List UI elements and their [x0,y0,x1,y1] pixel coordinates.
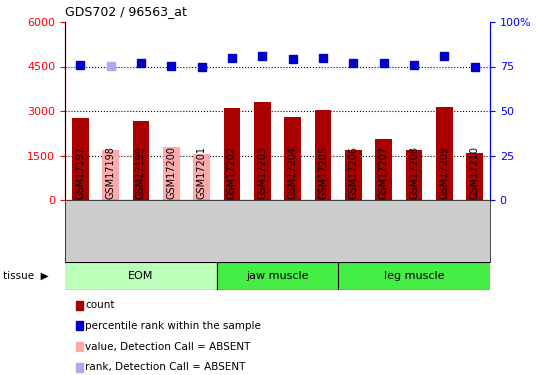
Bar [193,154,210,200]
Text: percentile rank within the sample: percentile rank within the sample [86,321,261,331]
Text: value, Detection Call = ABSENT: value, Detection Call = ABSENT [86,342,251,352]
Text: leg muscle: leg muscle [384,271,444,281]
Bar [315,110,331,200]
Bar [254,102,271,200]
Bar [466,153,483,200]
Text: rank, Detection Call = ABSENT: rank, Detection Call = ABSENT [86,362,246,372]
Bar [284,117,301,200]
Bar [406,150,422,200]
Text: GDS702 / 96563_at: GDS702 / 96563_at [65,5,187,18]
Bar [345,150,362,200]
Bar [102,150,119,200]
Bar [338,262,490,290]
Bar [436,106,453,200]
Bar [132,122,149,200]
Bar [217,262,338,290]
Bar [224,108,240,200]
Bar [163,147,180,200]
Text: tissue  ▶: tissue ▶ [3,271,48,281]
Text: count: count [86,300,115,310]
Text: EOM: EOM [128,271,153,281]
Bar [72,118,89,200]
Text: jaw muscle: jaw muscle [246,271,309,281]
Bar [65,262,217,290]
Bar [376,139,392,200]
